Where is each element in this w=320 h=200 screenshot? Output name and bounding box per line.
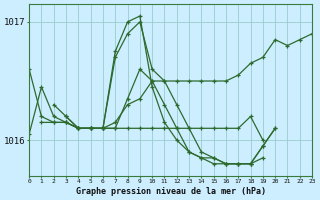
X-axis label: Graphe pression niveau de la mer (hPa): Graphe pression niveau de la mer (hPa) [76,187,266,196]
